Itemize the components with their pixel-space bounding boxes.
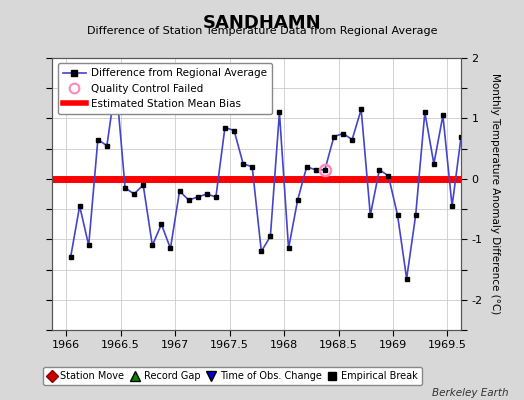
Y-axis label: Monthly Temperature Anomaly Difference (°C): Monthly Temperature Anomaly Difference (… [489, 73, 499, 315]
Legend: Station Move, Record Gap, Time of Obs. Change, Empirical Break: Station Move, Record Gap, Time of Obs. C… [43, 367, 422, 385]
Text: Difference of Station Temperature Data from Regional Average: Difference of Station Temperature Data f… [87, 26, 437, 36]
Text: Berkeley Earth: Berkeley Earth [432, 388, 508, 398]
Text: SANDHAMN: SANDHAMN [203, 14, 321, 32]
